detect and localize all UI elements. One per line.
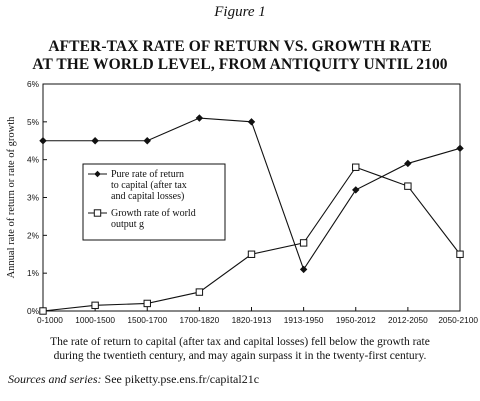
sources-label: Sources and series: [8, 372, 102, 386]
x-tick-label: 1820-1913 [232, 315, 272, 325]
return-data-point [247, 118, 256, 126]
figure-label: Figure 1 [214, 4, 266, 20]
x-tick-label: 0-1000 [37, 315, 63, 325]
return-data-point [143, 137, 151, 145]
caption-line-2: during the twentieth century, and may ag… [53, 350, 427, 362]
growth-data-point [247, 250, 256, 258]
growth-data-point [39, 307, 47, 315]
growth-data-point [404, 182, 412, 190]
chart-title-line-1: AFTER-TAX RATE OF RETURN VS. GROWTH RATE [48, 38, 432, 55]
legend-label-1: Pure rate of return [111, 169, 184, 180]
x-tick-label: 1000-1500 [75, 315, 115, 325]
x-tick-label: 1950-2012 [336, 315, 376, 325]
legend-label-2: output g [111, 219, 144, 230]
growth-data-point [352, 163, 360, 171]
x-tick-label: 1913-1950 [284, 315, 324, 325]
chart-title-line-2: AT THE WORLD LEVEL, FROM ANTIQUITY UNTIL… [32, 56, 448, 73]
y-axis-title: Annual rate of return or rate of growth [6, 116, 17, 279]
sources-text: See piketty.pse.ens.fr/capital21c [101, 372, 260, 386]
x-tick-label: 2012-2050 [388, 315, 428, 325]
y-tick-label: 1% [27, 268, 40, 278]
legend-growth-marker [93, 209, 102, 217]
y-tick-label: 0% [27, 306, 40, 316]
return-data-point [456, 144, 464, 153]
y-tick-label: 3% [27, 193, 40, 203]
return-data-point [195, 114, 204, 122]
return-data-point [91, 137, 99, 145]
return-data-point [352, 186, 360, 194]
legend-label-1: and capital losses) [111, 191, 184, 202]
growth-data-point [456, 250, 464, 258]
y-tick-label: 5% [27, 117, 40, 127]
legend-return-marker [94, 170, 101, 178]
y-tick-label: 2% [27, 230, 40, 240]
growth-data-point [299, 239, 308, 247]
legend-label-1: to capital (after tax [111, 180, 187, 191]
growth-data-point [195, 288, 204, 296]
return-data-point [39, 137, 47, 145]
y-tick-label: 4% [27, 155, 40, 165]
return-data-point [299, 265, 308, 274]
x-tick-label: 1500-1700 [127, 315, 167, 325]
legend-label-2: Growth rate of world [111, 208, 196, 219]
return-data-point [404, 159, 412, 168]
x-tick-label: 2050-2100 [438, 315, 478, 325]
growth-data-point [143, 299, 151, 308]
caption-line-1: The rate of return to capital (after tax… [50, 336, 430, 348]
y-tick-label: 6% [27, 79, 40, 89]
x-tick-label: 1700-1820 [180, 315, 220, 325]
growth-data-point [91, 301, 99, 310]
sources-note: Sources and series: See piketty.pse.ens.… [8, 372, 259, 387]
legend-box [82, 163, 226, 241]
